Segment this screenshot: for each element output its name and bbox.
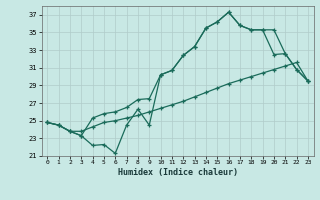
X-axis label: Humidex (Indice chaleur): Humidex (Indice chaleur)	[118, 168, 237, 177]
